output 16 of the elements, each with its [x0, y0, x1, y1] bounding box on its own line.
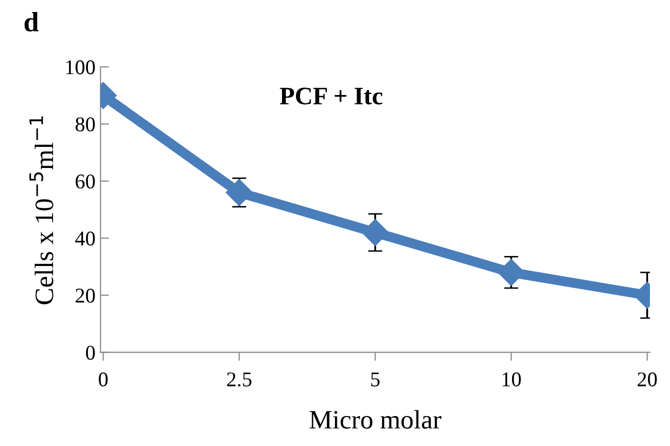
- x-tick-label: 10: [502, 372, 521, 386]
- x-tick-label: 5: [371, 372, 380, 386]
- x-tick-label: 0: [98, 372, 108, 386]
- point: [362, 218, 389, 246]
- y-tick-label: 100: [66, 60, 95, 74]
- text: d: [24, 12, 39, 32]
- x-tick-label: 2.5: [227, 372, 252, 387]
- y-tick-label: 20: [76, 288, 95, 303]
- y-axis-title: Cells x 10$^{−5}$ml$^{−1}$: [29, 116, 54, 304]
- x-axis-title: Micro molar: [310, 410, 442, 429]
- text: PCF + Itc: [280, 88, 382, 104]
- y-tick-label: 40: [75, 232, 95, 246]
- y-tick-label: 0: [86, 346, 95, 360]
- y-tick-label: 60: [76, 174, 95, 189]
- y-tick-label: 80: [76, 117, 95, 132]
- x-tick-label: 20: [638, 372, 657, 386]
